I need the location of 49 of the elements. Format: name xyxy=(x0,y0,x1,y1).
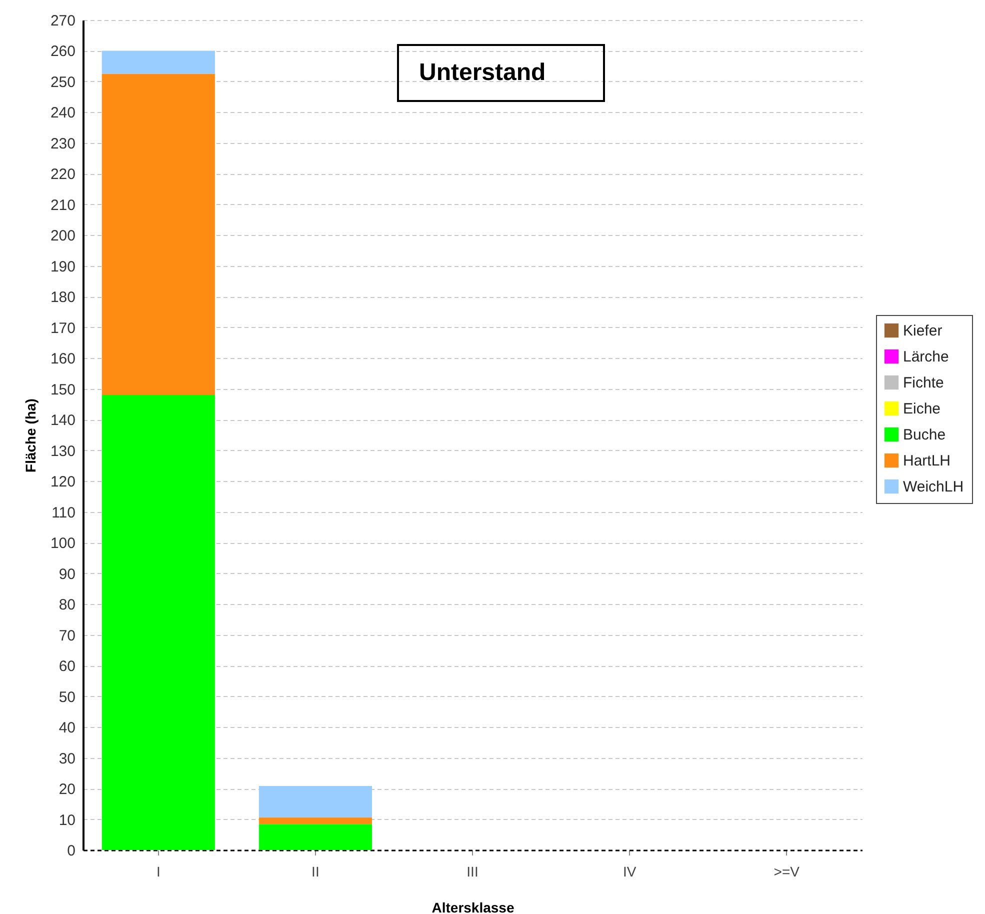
y-tick-label: 70 xyxy=(58,627,76,644)
legend-label: Eiche xyxy=(903,400,941,418)
bar xyxy=(102,74,215,396)
y-tick-label: 210 xyxy=(50,196,76,214)
bar xyxy=(102,50,215,74)
y-tick-label: 80 xyxy=(58,596,76,614)
y-tick-label: 150 xyxy=(50,381,76,398)
y-tick-label: 20 xyxy=(58,781,76,798)
x-tick-label: >=V xyxy=(774,864,800,880)
y-tick-label: 120 xyxy=(50,474,76,491)
y-tick-label: 0 xyxy=(67,842,76,860)
y-tick-label: 90 xyxy=(58,566,76,583)
y-tick-label: 260 xyxy=(50,43,76,60)
y-tick-label: 240 xyxy=(50,104,76,122)
legend-label: WeichLH xyxy=(903,478,964,496)
y-tick-label: 190 xyxy=(50,258,76,276)
y-tick-label: 180 xyxy=(50,289,76,306)
legend-label: Buche xyxy=(903,426,946,444)
y-tick-label: 10 xyxy=(58,812,76,829)
x-tick-label: II xyxy=(312,864,320,880)
x-tick-label: I xyxy=(156,864,160,880)
bar xyxy=(258,824,372,850)
y-tick-label: 100 xyxy=(50,535,76,552)
bar xyxy=(102,395,215,850)
y-tick-label: 270 xyxy=(50,12,76,30)
legend-label: Lärche xyxy=(903,348,949,366)
y-tick-label: 50 xyxy=(58,688,76,706)
bar xyxy=(258,786,372,818)
y-tick-label: 40 xyxy=(58,720,76,737)
x-axis-title: Altersklasse xyxy=(432,900,514,914)
y-tick-label: 220 xyxy=(50,166,76,184)
y-tick-label: 230 xyxy=(50,135,76,152)
y-tick-label: 110 xyxy=(52,504,76,522)
y-tick-label: 250 xyxy=(50,74,76,91)
y-tick-label: 140 xyxy=(50,412,76,430)
y-tick-label: 170 xyxy=(50,320,76,337)
y-tick-label: 200 xyxy=(50,228,76,245)
bar xyxy=(258,817,372,824)
y-tick-label: 130 xyxy=(50,442,76,460)
text: Unterstand xyxy=(397,44,605,102)
y-tick-label: 30 xyxy=(58,750,76,768)
x-tick-label: III xyxy=(466,864,478,880)
y-tick-label: 60 xyxy=(58,658,76,676)
legend-label: HartLH xyxy=(903,452,951,470)
legend-label: Fichte xyxy=(903,374,944,392)
x-tick-label: IV xyxy=(622,864,637,880)
legend-label: Kiefer xyxy=(903,322,942,340)
y-tick-label: 160 xyxy=(50,350,76,368)
y-axis-title: Fläche (ha) xyxy=(22,398,38,472)
